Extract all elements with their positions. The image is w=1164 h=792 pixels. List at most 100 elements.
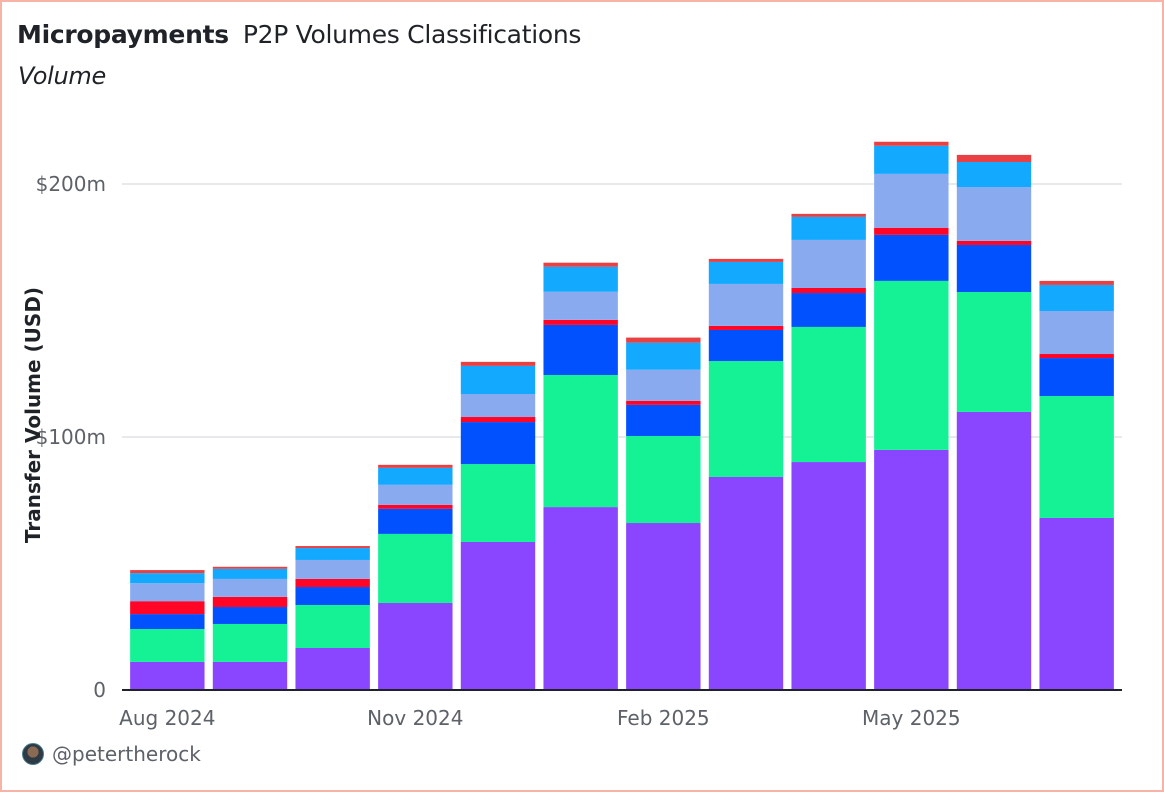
bar-segment-cyan[interactable] (543, 266, 618, 292)
bar-segment-light-blue[interactable] (212, 578, 288, 597)
bar-segment-red[interactable] (212, 596, 288, 608)
bar-segment-purple[interactable] (791, 462, 866, 690)
bar-stack[interactable] (791, 213, 866, 690)
bars (130, 141, 1114, 690)
bar-segment-coral-red[interactable] (1039, 280, 1114, 285)
bar-segment-blue[interactable] (1039, 358, 1114, 397)
bar-segment-cyan[interactable] (1039, 284, 1114, 312)
bar-segment-red[interactable] (956, 240, 1032, 245)
bar-segment-red[interactable] (460, 417, 536, 423)
user-avatar-icon (22, 743, 44, 765)
bar-segment-coral-red[interactable] (460, 361, 536, 366)
bar-stack[interactable] (626, 337, 701, 690)
bar-segment-red[interactable] (874, 227, 949, 235)
bar-stack[interactable] (543, 262, 618, 690)
bar-segment-light-blue[interactable] (791, 239, 866, 288)
bar-segment-blue[interactable] (956, 244, 1032, 293)
bar-segment-light-blue[interactable] (708, 283, 784, 326)
bar-segment-blue[interactable] (295, 587, 370, 605)
bar-segment-cyan[interactable] (378, 467, 453, 485)
bar-segment-blue[interactable] (791, 293, 866, 327)
bar-segment-green[interactable] (130, 629, 205, 662)
bar-segment-green[interactable] (1039, 396, 1114, 518)
bar-segment-green[interactable] (212, 623, 288, 662)
bar-stack[interactable] (874, 141, 949, 690)
bar-segment-light-blue[interactable] (130, 583, 205, 602)
bar-segment-coral-red[interactable] (956, 154, 1032, 162)
bar-segment-purple[interactable] (874, 449, 949, 690)
bar-segment-purple[interactable] (1039, 517, 1114, 690)
bar-segment-blue[interactable] (543, 324, 618, 376)
bar-stack[interactable] (956, 154, 1032, 690)
bar-segment-cyan[interactable] (708, 261, 784, 284)
bar-segment-red[interactable] (543, 319, 618, 325)
bar-segment-light-blue[interactable] (626, 369, 701, 401)
bar-segment-purple[interactable] (626, 523, 701, 690)
bar-segment-green[interactable] (708, 361, 784, 477)
bar-segment-coral-red[interactable] (130, 570, 205, 574)
bar-segment-coral-red[interactable] (212, 566, 288, 569)
bar-stack[interactable] (1039, 280, 1114, 690)
bar-segment-green[interactable] (874, 280, 949, 450)
bar-segment-light-blue[interactable] (874, 173, 949, 228)
bar-stack[interactable] (212, 566, 288, 690)
bar-segment-red[interactable] (295, 578, 370, 588)
bar-segment-red[interactable] (1039, 354, 1114, 359)
bar-segment-coral-red[interactable] (626, 337, 701, 343)
bar-stack[interactable] (708, 258, 784, 690)
bar-segment-blue[interactable] (708, 329, 784, 362)
bar-segment-red[interactable] (708, 325, 784, 330)
bar-segment-cyan[interactable] (295, 548, 370, 560)
bar-segment-coral-red[interactable] (378, 464, 453, 468)
bar-segment-cyan[interactable] (626, 342, 701, 370)
bar-segment-purple[interactable] (378, 602, 453, 690)
bar-segment-green[interactable] (791, 326, 866, 463)
bar-segment-blue[interactable] (460, 422, 536, 465)
bar-segment-green[interactable] (378, 533, 453, 603)
bar-segment-blue[interactable] (378, 508, 453, 534)
bar-segment-light-blue[interactable] (543, 291, 618, 320)
bar-segment-blue[interactable] (874, 234, 949, 281)
bar-segment-purple[interactable] (708, 476, 784, 690)
bar-segment-red[interactable] (130, 601, 205, 615)
bar-segment-cyan[interactable] (460, 365, 536, 394)
bar-segment-coral-red[interactable] (791, 213, 866, 217)
bar-segment-green[interactable] (543, 375, 618, 508)
bar-segment-light-blue[interactable] (460, 393, 536, 418)
bar-stack[interactable] (295, 546, 370, 690)
bar-segment-green[interactable] (626, 435, 701, 524)
bar-segment-blue[interactable] (212, 607, 288, 624)
bar-segment-purple[interactable] (295, 648, 370, 690)
bar-segment-red[interactable] (791, 287, 866, 294)
bar-segment-coral-red[interactable] (543, 262, 618, 267)
bar-segment-blue[interactable] (626, 404, 701, 436)
bar-segment-light-blue[interactable] (1039, 311, 1114, 355)
bar-segment-green[interactable] (295, 604, 370, 649)
bar-segment-coral-red[interactable] (874, 141, 949, 146)
bar-segment-coral-red[interactable] (295, 546, 370, 549)
bar-stack[interactable] (460, 361, 536, 690)
bar-stack[interactable] (378, 464, 453, 690)
bar-segment-cyan[interactable] (212, 568, 288, 579)
bar-segment-purple[interactable] (460, 541, 536, 690)
bar-segment-cyan[interactable] (874, 145, 949, 174)
bar-segment-light-blue[interactable] (956, 187, 1032, 241)
author-handle[interactable]: @petertherock (52, 742, 201, 766)
bar-segment-light-blue[interactable] (378, 484, 453, 505)
bar-segment-light-blue[interactable] (295, 559, 370, 579)
bar-segment-red[interactable] (626, 400, 701, 405)
bar-segment-green[interactable] (956, 292, 1032, 412)
bar-segment-purple[interactable] (130, 661, 205, 690)
bar-segment-cyan[interactable] (791, 216, 866, 240)
bar-segment-blue[interactable] (130, 614, 205, 630)
bar-stack[interactable] (130, 570, 205, 690)
bar-segment-cyan[interactable] (956, 161, 1032, 188)
y-tick-label: 0 (93, 678, 106, 702)
bar-segment-purple[interactable] (956, 411, 1032, 690)
bar-segment-cyan[interactable] (130, 573, 205, 584)
bar-segment-green[interactable] (460, 464, 536, 542)
bar-segment-coral-red[interactable] (708, 258, 784, 262)
bar-segment-purple[interactable] (212, 661, 288, 690)
bar-segment-purple[interactable] (543, 507, 618, 690)
bar-segment-red[interactable] (378, 504, 453, 509)
